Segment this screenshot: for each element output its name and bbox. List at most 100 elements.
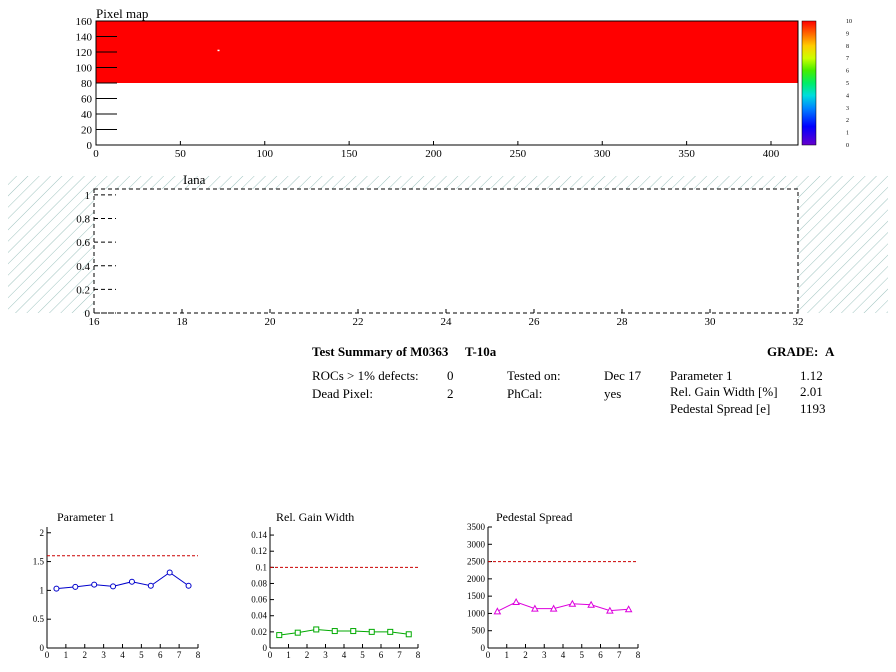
pixel-map-y-tick-label: 80 bbox=[81, 78, 93, 90]
pixel-map-hot-pixel bbox=[217, 49, 220, 52]
parameter-1-x-tick-label: 3 bbox=[101, 650, 106, 660]
pedestal-spread-y-tick-label: 1500 bbox=[467, 591, 486, 601]
parameter-1-chart: Parameter 1 0 1 2 3 4 5 6 7 8 0 0.5 1 1.5 2 bbox=[33, 510, 201, 660]
summary-tested-on-value: Dec 17 bbox=[604, 368, 642, 383]
iana-x-tick-label: 30 bbox=[705, 316, 717, 328]
summary-title: Test Summary of M0363 bbox=[312, 344, 449, 359]
parameter-1-y-tick-label: 2 bbox=[40, 528, 45, 538]
summary-gain-width-value: 2.01 bbox=[800, 384, 823, 399]
pedestal-spread-y-tick-label: 2500 bbox=[467, 557, 486, 567]
parameter-1-x-tick-label: 7 bbox=[177, 650, 182, 660]
pixel-map-y-tick-label: 100 bbox=[76, 63, 93, 75]
parameter-1-point bbox=[53, 585, 60, 592]
pixel-map-x-tick-label: 200 bbox=[425, 148, 442, 160]
pixel-map-y-tick-label: 160 bbox=[76, 16, 93, 28]
rel-gain-width-point bbox=[276, 632, 283, 639]
pixel-map-frame bbox=[95, 20, 799, 146]
iana-x-tick-label: 24 bbox=[441, 316, 453, 328]
iana-x-tick-label: 22 bbox=[353, 316, 364, 328]
pixel-map-y-tick-label: 40 bbox=[81, 109, 93, 121]
summary-test-name: T-10a bbox=[465, 344, 497, 359]
summary-rocs-label: ROCs > 1% defects: bbox=[312, 368, 419, 383]
summary-gain-width-label: Rel. Gain Width [%] bbox=[670, 384, 778, 399]
pedestal-spread-x-tick-label: 8 bbox=[636, 650, 641, 660]
palette-tick-label: 2 bbox=[846, 118, 849, 124]
parameter-1-y-tick-label: 1.5 bbox=[33, 557, 45, 567]
pedestal-spread-y-tick-label: 2000 bbox=[467, 574, 486, 584]
summary-pedestal-spread-label: Pedestal Spread [e] bbox=[670, 401, 771, 416]
rel-gain-width-point bbox=[294, 629, 301, 636]
pedestal-spread-y-tick-label: 0 bbox=[481, 643, 486, 653]
iana-y-tick-label: 0.2 bbox=[76, 284, 90, 296]
pedestal-spread-point bbox=[493, 607, 502, 615]
rel-gain-width-x-tick-label: 4 bbox=[342, 650, 347, 660]
pedestal-spread-y-tick-label: 500 bbox=[472, 626, 486, 636]
rel-gain-width-x-tick-label: 6 bbox=[379, 650, 384, 660]
parameter-1-point bbox=[147, 582, 154, 589]
iana-plot-area bbox=[94, 189, 798, 313]
iana-y-tick-label: 0 bbox=[85, 308, 91, 320]
pedestal-spread-series-line bbox=[497, 601, 629, 612]
pixel-map-x-tick-label: 100 bbox=[257, 148, 274, 160]
pedestal-spread-x-tick-label: 7 bbox=[617, 650, 622, 660]
parameter-1-y-tick-label: 1 bbox=[40, 585, 45, 595]
summary-rocs-value: 0 bbox=[447, 368, 454, 383]
pedestal-spread-point bbox=[512, 597, 520, 606]
pixel-map-x-tick-label: 300 bbox=[594, 148, 611, 160]
palette-tick-label: 8 bbox=[846, 44, 849, 50]
pixel-map-x-tick-label: 50 bbox=[175, 148, 187, 160]
parameter-1-point bbox=[72, 583, 79, 590]
summary-pedestal-spread-value: 1193 bbox=[800, 401, 826, 416]
grade-label: GRADE: bbox=[767, 344, 819, 359]
palette-tick-label: 6 bbox=[846, 69, 849, 75]
pedestal-spread-point bbox=[624, 605, 633, 613]
pixel-map-x-tick-label: 150 bbox=[341, 148, 358, 160]
pixel-map-x-tick-label: 250 bbox=[510, 148, 527, 160]
palette-tick-label: 10 bbox=[846, 19, 852, 25]
rel-gain-width-x-tick-label: 8 bbox=[416, 650, 421, 660]
pixel-map-x-tick-label: 350 bbox=[678, 148, 695, 160]
summary-parameter-1-label: Parameter 1 bbox=[670, 368, 733, 383]
parameter-1-point bbox=[128, 578, 135, 585]
rel-gain-width-y-tick-label: 0.02 bbox=[251, 627, 267, 637]
iana-frame bbox=[93, 188, 799, 314]
summary-phcal-value: yes bbox=[604, 386, 622, 401]
palette-tick-label: 4 bbox=[846, 93, 849, 99]
pedestal-spread-y-tick-label: 1000 bbox=[467, 608, 486, 618]
pedestal-spread-x-tick-label: 1 bbox=[505, 650, 510, 660]
parameter-1-x-tick-label: 4 bbox=[120, 650, 125, 660]
pixel-map-y-tick-label: 120 bbox=[76, 47, 93, 59]
parameter-1-x-tick-label: 1 bbox=[64, 650, 69, 660]
pedestal-spread-chart: Pedestal Spread 0 1 2 3 4 5 6 7 8 0 500 1000 1500 2000… bbox=[467, 510, 641, 660]
parameter-1-point bbox=[185, 582, 192, 589]
palette-tick-label: 1 bbox=[846, 131, 849, 137]
rel-gain-width-y-tick-label: 0.06 bbox=[251, 595, 267, 605]
iana-y-tick-label: 0.6 bbox=[76, 237, 90, 249]
summary-tested-on-label: Tested on: bbox=[507, 368, 561, 383]
parameter-1-point bbox=[110, 583, 117, 590]
pixel-map-y-tick-label: 60 bbox=[81, 94, 93, 106]
rel-gain-width-y-tick-label: 0.1 bbox=[256, 562, 267, 572]
rel-gain-width-y-tick-label: 0.04 bbox=[251, 611, 267, 621]
parameter-1-x-tick-label: 0 bbox=[45, 650, 50, 660]
iana-x-tick-label: 20 bbox=[265, 316, 277, 328]
palette-tick-label: 7 bbox=[846, 56, 849, 62]
summary-dead-pixel-value: 2 bbox=[447, 386, 454, 401]
rel-gain-width-y-tick-label: 0.12 bbox=[251, 546, 267, 556]
pedestal-spread-title: Pedestal Spread bbox=[496, 510, 572, 524]
parameter-1-series-line bbox=[56, 571, 189, 590]
iana-x-tick-label: 18 bbox=[177, 316, 189, 328]
pedestal-spread-x-tick-label: 6 bbox=[598, 650, 603, 660]
pedestal-spread-x-tick-label: 2 bbox=[523, 650, 528, 660]
pedestal-spread-x-tick-label: 4 bbox=[561, 650, 566, 660]
parameter-1-x-tick-label: 6 bbox=[158, 650, 163, 660]
rel-gain-width-x-tick-label: 7 bbox=[397, 650, 402, 660]
pixel-map-x-tick-label: 0 bbox=[93, 148, 99, 160]
rel-gain-width-point bbox=[368, 628, 375, 635]
pedestal-spread-x-tick-label: 3 bbox=[542, 650, 547, 660]
palette-tick-label: 0 bbox=[846, 143, 849, 149]
pixel-map-title: Pixel map bbox=[96, 6, 148, 21]
iana-x-tick-label: 16 bbox=[89, 316, 101, 328]
pedestal-spread-point bbox=[549, 604, 558, 612]
